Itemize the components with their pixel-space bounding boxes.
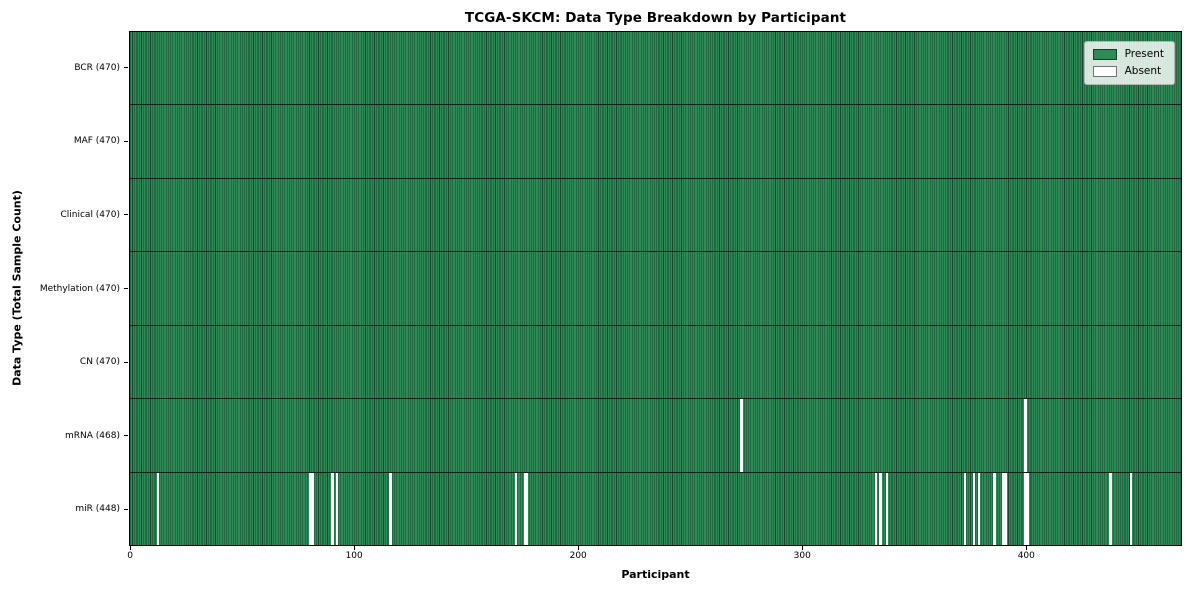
chart-title: TCGA-SKCM: Data Type Breakdown by Partic… — [464, 10, 847, 26]
y-tick-label-Methylation: Methylation (470) — [39, 283, 120, 294]
absent-mark — [389, 472, 392, 545]
y-tick-label-BCR: BCR (470) — [74, 62, 120, 73]
x-tick-label-100: 100 — [345, 551, 363, 561]
data-row-Methylation — [130, 252, 1181, 326]
legend-label-absent: Absent — [1124, 65, 1162, 78]
data-row-CN — [130, 325, 1181, 400]
absent-mark — [1109, 472, 1112, 545]
absent-mark — [1026, 472, 1030, 545]
absent-mark — [1002, 472, 1005, 545]
absent-mark — [740, 399, 743, 472]
absent-mark — [964, 472, 967, 545]
legend: Present Absent — [1083, 41, 1175, 85]
y-tick-mark — [124, 288, 128, 289]
absent-mark — [335, 472, 339, 545]
absent-mark — [993, 472, 996, 545]
data-row-Clinical — [130, 178, 1181, 253]
absent-mark — [525, 472, 529, 545]
y-tick-mark — [124, 67, 128, 69]
x-axis-label: Participant — [621, 568, 690, 581]
absent-mark — [1024, 472, 1027, 545]
absent-mark — [1129, 472, 1132, 545]
x-tick-label-0: 0 — [127, 551, 133, 561]
y-tick-mark — [124, 508, 128, 510]
y-tick-mark — [124, 214, 128, 216]
y-tick-mark — [124, 435, 128, 437]
y-tick-mark — [124, 140, 128, 142]
absent-mark — [1004, 472, 1007, 545]
absent-mark — [156, 472, 160, 545]
x-tick-mark — [354, 546, 356, 550]
x-tick-label-200: 200 — [569, 551, 587, 561]
x-tick-label-400: 400 — [1017, 551, 1035, 561]
y-tick-label-CN: CN (470) — [79, 357, 120, 368]
x-tick-mark — [802, 546, 804, 550]
absent-mark — [885, 472, 889, 545]
data-row-miR — [130, 472, 1181, 545]
absent-mark — [1024, 399, 1027, 472]
absent-mark — [331, 472, 334, 545]
legend-item-present: Present — [1092, 48, 1164, 61]
x-tick-label-300: 300 — [793, 551, 811, 561]
y-tick-label-Clinical: Clinical (470) — [60, 209, 120, 220]
y-tick-label-miR: miR (448) — [75, 504, 120, 515]
absent-mark — [973, 472, 976, 545]
x-tick-mark — [1026, 546, 1028, 550]
legend-label-present: Present — [1124, 48, 1164, 61]
absent-mark — [879, 472, 882, 545]
data-row-MAF — [130, 105, 1181, 179]
absent-mark — [523, 472, 526, 545]
absent-mark — [874, 472, 878, 545]
y-tick-mark — [124, 361, 128, 363]
y-tick-label-mRNA: mRNA (468) — [65, 430, 120, 441]
absent-mark — [311, 472, 314, 545]
absent-mark — [308, 472, 312, 545]
absent-swatch-icon — [1092, 66, 1117, 77]
legend-item-absent: Absent — [1092, 65, 1164, 78]
absent-mark — [977, 472, 980, 545]
y-tick-label-MAF: MAF (470) — [73, 136, 120, 147]
data-row-mRNA — [130, 399, 1181, 473]
present-swatch-icon — [1092, 49, 1117, 60]
x-tick-mark — [578, 546, 580, 550]
absent-mark — [514, 472, 517, 545]
data-row-BCR — [130, 32, 1181, 106]
x-tick-mark — [130, 546, 132, 550]
plot-area: Present Absent — [129, 31, 1182, 546]
